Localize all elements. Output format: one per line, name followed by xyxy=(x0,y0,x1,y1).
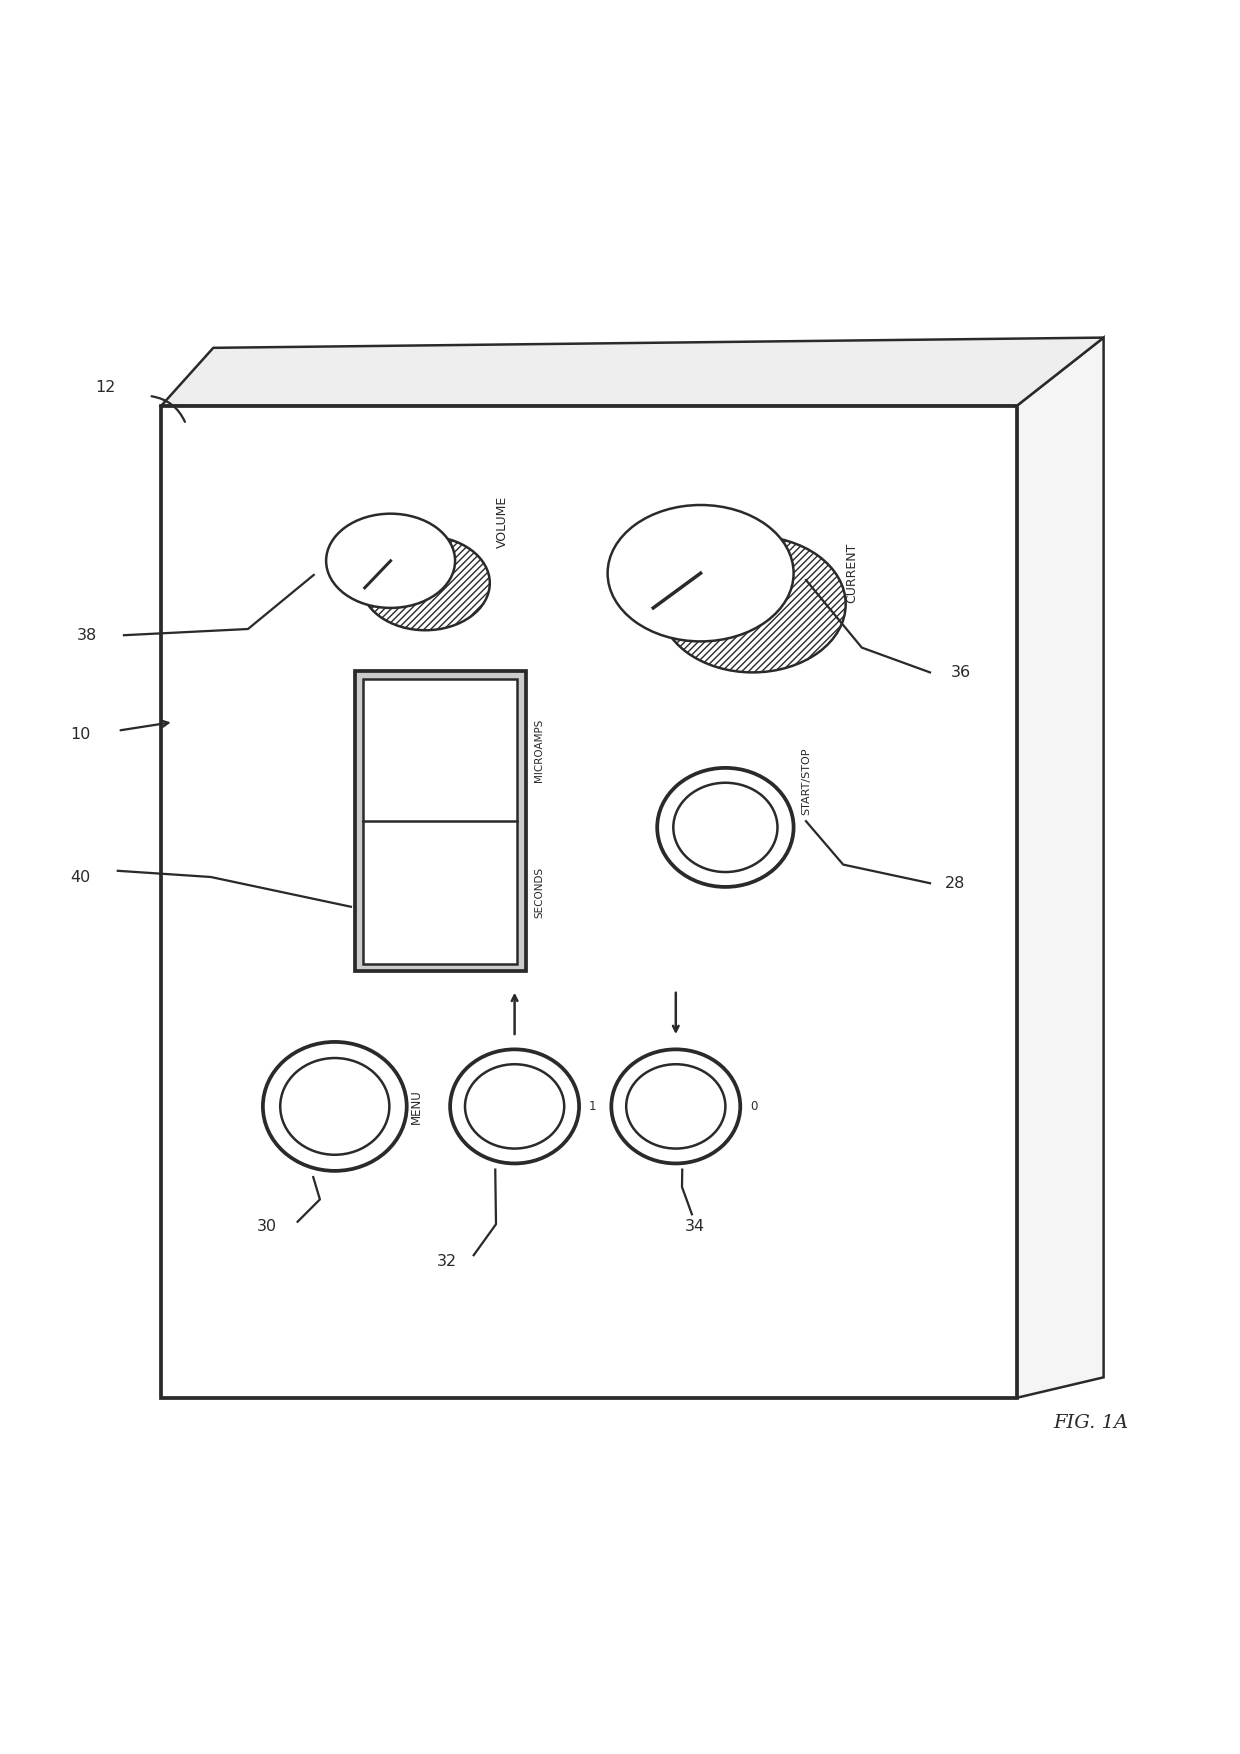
Ellipse shape xyxy=(626,1065,725,1149)
Text: 0: 0 xyxy=(750,1100,758,1112)
Ellipse shape xyxy=(263,1042,407,1172)
Text: 12: 12 xyxy=(95,379,115,395)
FancyBboxPatch shape xyxy=(355,672,526,972)
Ellipse shape xyxy=(326,514,455,609)
Text: 32: 32 xyxy=(436,1254,456,1268)
Text: CURRENT: CURRENT xyxy=(846,544,858,603)
Text: 34: 34 xyxy=(684,1219,704,1235)
Ellipse shape xyxy=(657,768,794,888)
Text: 1: 1 xyxy=(589,1100,596,1112)
Ellipse shape xyxy=(280,1058,389,1154)
Ellipse shape xyxy=(608,505,794,642)
Ellipse shape xyxy=(361,537,490,630)
Ellipse shape xyxy=(465,1065,564,1149)
Polygon shape xyxy=(1017,337,1104,1398)
FancyBboxPatch shape xyxy=(161,405,1017,1398)
Text: 38: 38 xyxy=(77,628,97,642)
Text: 28: 28 xyxy=(945,875,965,891)
FancyBboxPatch shape xyxy=(363,679,517,963)
Text: MICROAMPS: MICROAMPS xyxy=(534,717,544,782)
Ellipse shape xyxy=(660,537,846,672)
Text: 10: 10 xyxy=(71,726,91,742)
Text: 40: 40 xyxy=(71,870,91,884)
Text: 30: 30 xyxy=(257,1219,277,1235)
Polygon shape xyxy=(161,337,1104,405)
Text: VOLUME: VOLUME xyxy=(496,496,508,549)
Text: 36: 36 xyxy=(951,665,971,681)
Ellipse shape xyxy=(611,1049,740,1163)
Text: FIG. 1A: FIG. 1A xyxy=(1054,1414,1128,1431)
Ellipse shape xyxy=(673,782,777,872)
Text: SECONDS: SECONDS xyxy=(534,866,544,917)
Text: START/STOP: START/STOP xyxy=(801,747,811,816)
Ellipse shape xyxy=(450,1049,579,1163)
Text: MENU: MENU xyxy=(410,1089,423,1124)
